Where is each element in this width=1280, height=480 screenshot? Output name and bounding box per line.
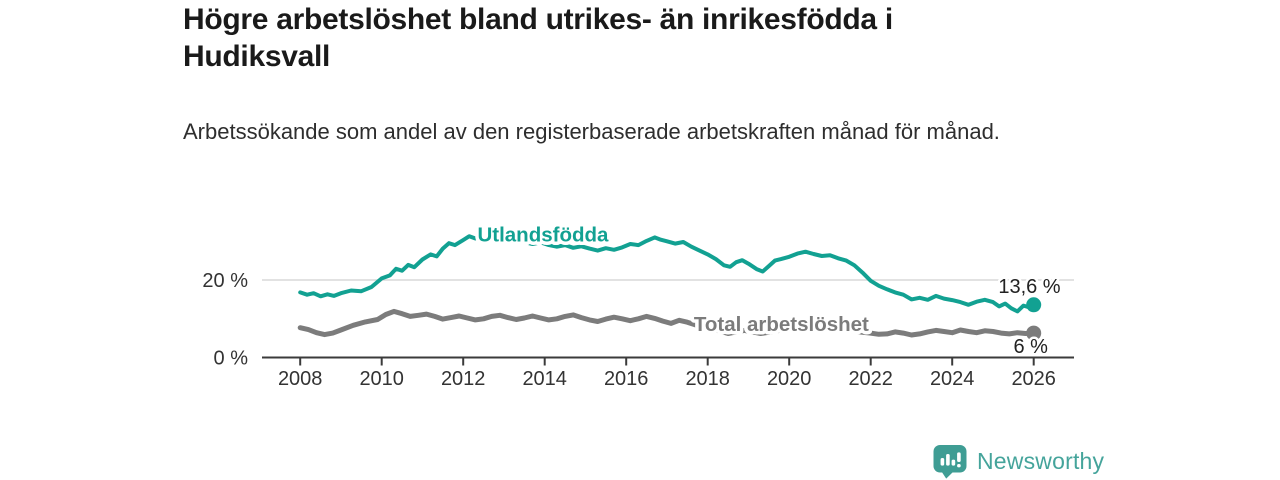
x-axis-label: 2010 [359,368,404,390]
end-value-total: 6 % [1013,336,1048,358]
end-value-utlandsfodda: 13,6 % [998,276,1060,298]
newsworthy-logo-text: Newsworthy [977,448,1105,474]
end-dot-utlandsfodda [1026,297,1042,313]
x-axis-label: 2008 [278,368,323,390]
newsworthy-logo-icon [933,445,967,479]
x-axis-label: 2016 [604,368,649,390]
line-total [297,308,1037,338]
line-utlandsfodda [298,231,1036,314]
newsworthy-logo[interactable]: Newsworthy [933,444,1104,479]
series-label-total: Total arbetslöshet [694,313,869,336]
x-axis-label: 2024 [930,368,975,390]
end-dot-total [1026,325,1042,341]
y-axis-label: 0 % [214,348,249,370]
x-axis-label: 2022 [848,368,893,390]
series-label-utlandsfodda: Utlandsfödda [477,223,609,246]
x-axis-label: 2026 [1011,368,1056,390]
chart-subtitle: Arbetssökande som andel av den registerb… [183,119,1000,144]
x-axis-label: 2018 [685,368,730,390]
x-axis-label: 2020 [767,368,812,390]
x-axis-label: 2014 [522,368,567,390]
chart-title: Högre arbetslöshet bland utrikes- än inr… [183,3,893,73]
x-axis-label: 2012 [441,368,486,390]
y-axis-label: 20 % [202,270,248,292]
